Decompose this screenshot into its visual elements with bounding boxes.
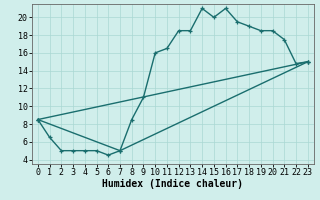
X-axis label: Humidex (Indice chaleur): Humidex (Indice chaleur): [102, 179, 243, 189]
